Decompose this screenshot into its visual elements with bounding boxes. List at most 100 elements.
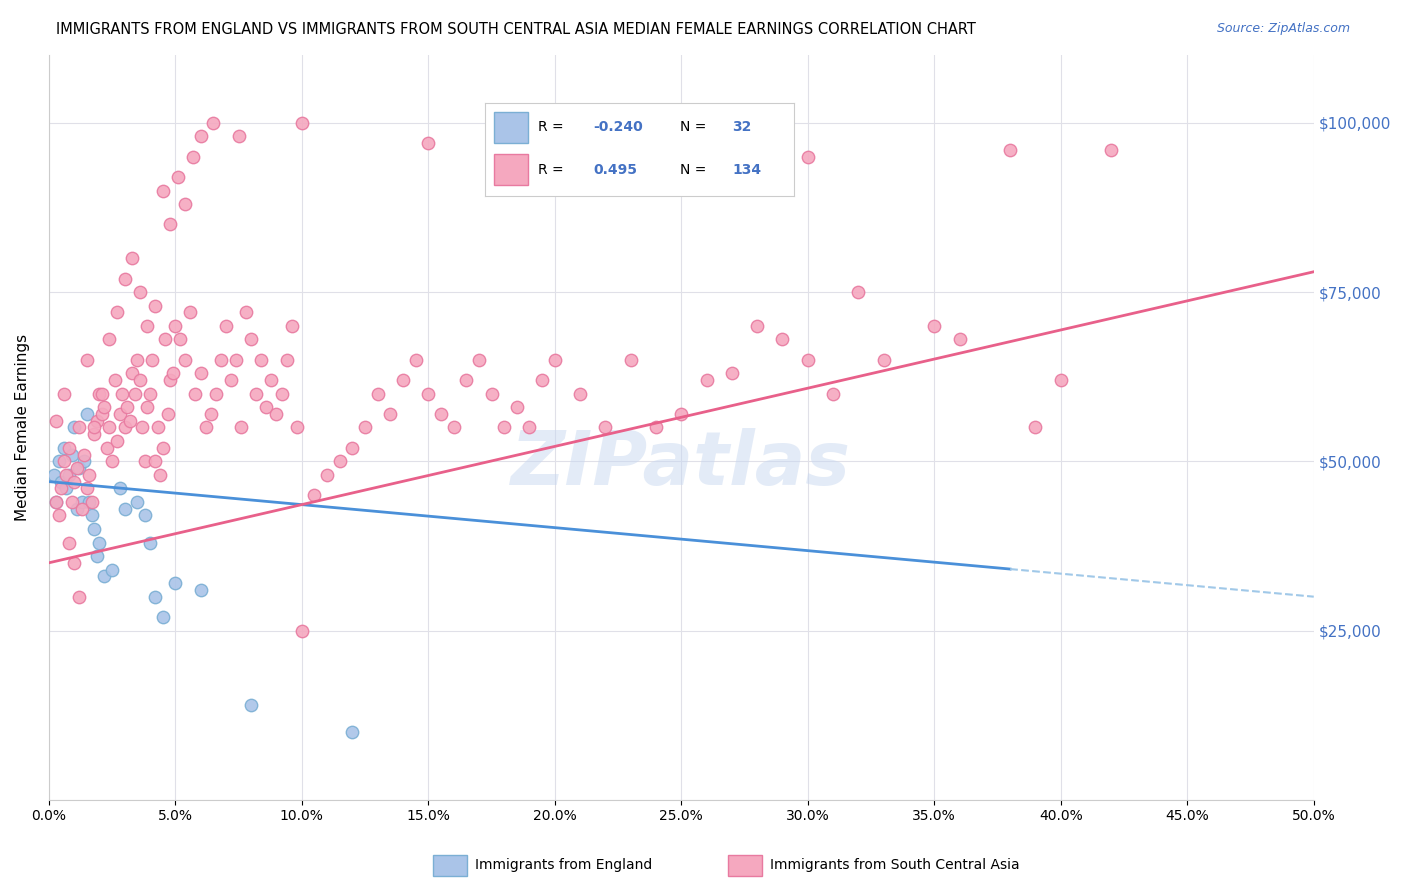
Point [671,407,693,421]
Point [620,352,643,367]
Point [45,495,67,509]
Point [48,454,70,468]
Point [304,488,326,502]
Point [51,475,73,489]
Point [58,535,80,549]
Point [45,495,67,509]
Point [181,150,204,164]
Text: 32: 32 [733,120,752,135]
Point [48,508,70,523]
Point [93,569,115,583]
Text: 0.495: 0.495 [593,162,637,177]
Point [1024,420,1046,434]
Point [190,366,212,380]
Point [63,420,86,434]
Point [134,508,156,523]
Point [51,482,73,496]
Point [190,129,212,144]
Bar [433,855,467,876]
Point [260,373,283,387]
Point [121,251,143,265]
Point [153,333,176,347]
Point [194,420,217,434]
Point [58,467,80,482]
Point [367,386,389,401]
Point [89,386,111,401]
Point [143,454,166,468]
Point [52,386,75,401]
Point [1099,143,1122,157]
Point [392,373,415,387]
Point [280,318,302,333]
Point [225,352,247,367]
Point [67,420,90,434]
Point [519,420,541,434]
Point [67,461,90,475]
Point [159,218,181,232]
Point [456,373,478,387]
Point [240,333,263,347]
Point [1049,373,1071,387]
Text: Source: ZipAtlas.com: Source: ZipAtlas.com [1216,22,1350,36]
Text: ZIPatlas: ZIPatlas [512,428,851,501]
Point [671,169,693,184]
Point [114,271,136,285]
Point [291,624,314,638]
Text: R =: R = [537,120,564,135]
Text: N =: N = [681,120,706,135]
Point [108,482,131,496]
Point [90,407,112,421]
Point [531,373,554,387]
Point [93,400,115,414]
Point [127,495,149,509]
Point [165,318,187,333]
Point [494,420,516,434]
Point [645,420,668,434]
Point [70,495,93,509]
Point [245,386,267,401]
Point [342,441,364,455]
Point [544,150,567,164]
Point [114,501,136,516]
Point [127,352,149,367]
Point [506,400,529,414]
Point [316,467,339,482]
Point [266,407,288,421]
Bar [495,112,529,143]
Point [159,373,181,387]
Point [152,184,174,198]
Point [58,441,80,455]
Point [55,467,77,482]
Point [60,495,83,509]
Point [219,373,242,387]
Point [747,318,769,333]
Point [152,441,174,455]
Text: Immigrants from South Central Asia: Immigrants from South Central Asia [770,858,1021,872]
Point [179,305,201,319]
Point [139,535,162,549]
Point [544,352,567,367]
Point [73,454,96,468]
Point [76,482,98,496]
Point [108,407,131,421]
Point [481,386,503,401]
Point [430,407,453,421]
Point [418,386,440,401]
Point [418,136,440,150]
Point [276,352,298,367]
Point [872,352,894,367]
Point [114,420,136,434]
Point [291,116,314,130]
Point [209,352,232,367]
Y-axis label: Median Female Earnings: Median Female Earnings [15,334,30,521]
Point [772,333,794,347]
Point [131,420,153,434]
Text: Immigrants from England: Immigrants from England [475,858,652,872]
Point [124,386,146,401]
Point [128,285,150,299]
Point [285,420,308,434]
Point [70,501,93,516]
Text: R =: R = [537,162,564,177]
Point [76,352,98,367]
Bar [728,855,762,876]
